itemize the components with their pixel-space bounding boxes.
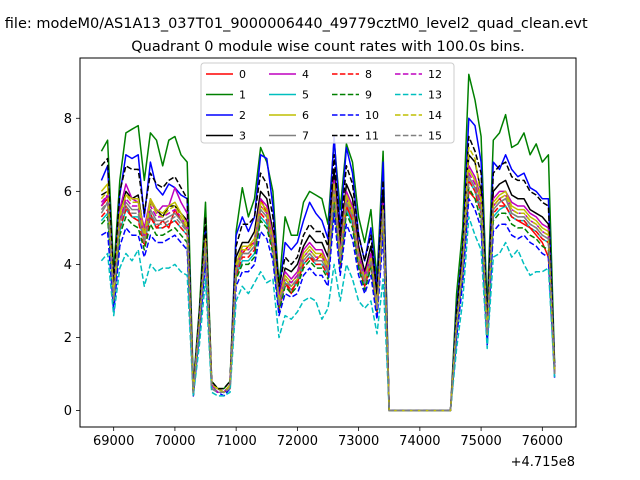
plot-area — [79, 57, 577, 428]
x-tick-label: 70000 — [154, 434, 195, 449]
series-layer — [100, 73, 556, 412]
series-line-12 — [100, 172, 556, 412]
x-tick-label: 75000 — [460, 434, 501, 449]
y-tick-label: 6 — [64, 185, 72, 200]
legend-label-5: 5 — [302, 89, 309, 102]
legend-label-8: 8 — [365, 68, 372, 81]
legend-label-14: 14 — [428, 109, 442, 122]
figure-suptitle: n file: modeM0/AS1A13_037T01_9000006440_… — [0, 16, 588, 32]
series-line-2 — [100, 117, 556, 412]
x-axis: 69000 70000 71000 72000 73000 74000 75000 76000 — [93, 427, 563, 449]
legend-label-2: 2 — [239, 109, 246, 122]
x-offset-text: +4.715e8 — [511, 455, 575, 470]
legend-label-11: 11 — [365, 130, 379, 143]
series-line-15 — [100, 175, 556, 412]
legend-label-1: 1 — [239, 89, 246, 102]
y-tick-label: 4 — [64, 258, 72, 273]
legend-label-9: 9 — [365, 89, 372, 102]
y-axis: 0 2 4 6 8 — [64, 112, 80, 419]
chart-title: Quadrant 0 module wise count rates with … — [131, 39, 525, 55]
x-tick-label: 69000 — [93, 434, 134, 449]
series-line-11 — [100, 135, 556, 412]
y-tick-label: 2 — [64, 331, 72, 346]
legend-label-13: 13 — [428, 89, 442, 102]
legend-label-10: 10 — [365, 109, 379, 122]
series-line-1 — [100, 73, 556, 412]
x-tick-label: 76000 — [522, 434, 563, 449]
legend-box — [200, 62, 455, 144]
y-tick-label: 0 — [64, 404, 72, 419]
x-tick-label: 73000 — [338, 434, 379, 449]
axes-frame — [79, 57, 577, 428]
legend-label-7: 7 — [302, 130, 309, 143]
x-tick-label: 74000 — [399, 434, 440, 449]
series-line-9 — [100, 186, 556, 412]
x-tick-label: 72000 — [277, 434, 318, 449]
y-tick-label: 8 — [64, 112, 72, 127]
legend-label-4: 4 — [302, 68, 309, 81]
legend-label-3: 3 — [239, 130, 246, 143]
legend-label-15: 15 — [428, 130, 442, 143]
legend-label-12: 12 — [428, 68, 442, 81]
series-line-13 — [100, 216, 556, 412]
legend-label-0: 0 — [239, 68, 246, 81]
series-line-10 — [101, 197, 556, 412]
x-tick-label: 71000 — [215, 434, 256, 449]
legend-label-6: 6 — [302, 109, 309, 122]
